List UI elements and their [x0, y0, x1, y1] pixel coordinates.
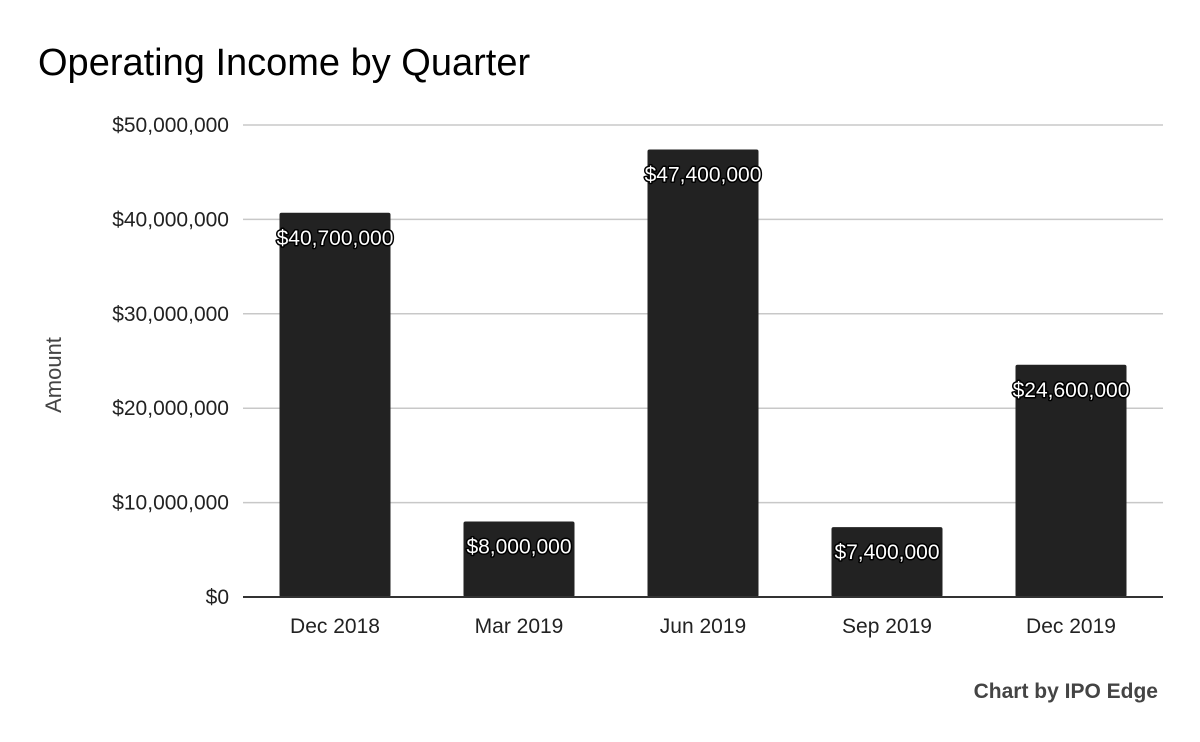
chart-credit: Chart by IPO Edge — [974, 680, 1158, 703]
y-axis-ticks: $0 $10,000,000 $20,000,000 $30,000,000 $40,0… — [112, 114, 229, 609]
x-tick-label: Dec 2018 — [290, 615, 380, 638]
x-tick-label: Dec 2019 — [1026, 615, 1116, 638]
bar — [831, 527, 943, 597]
y-tick-label: $0 — [206, 586, 229, 609]
bar — [647, 149, 759, 597]
y-tick-label: $50,000,000 — [112, 114, 229, 137]
y-tick-label: $10,000,000 — [112, 492, 229, 515]
chart-title: Operating Income by Quarter — [38, 42, 530, 84]
x-tick-label: Jun 2019 — [660, 615, 746, 638]
y-axis-title: Amount — [41, 337, 66, 413]
data-label: $47,400,000 — [645, 164, 762, 187]
bar — [1015, 364, 1127, 597]
data-label: $8,000,000 — [466, 535, 571, 558]
y-tick-label: $20,000,000 — [112, 397, 229, 420]
bar — [463, 521, 575, 597]
x-tick-label: Sep 2019 — [842, 615, 932, 638]
data-label: $7,400,000 — [834, 541, 939, 564]
x-tick-label: Mar 2019 — [475, 615, 564, 638]
bars — [279, 149, 1127, 598]
y-tick-label: $30,000,000 — [112, 303, 229, 326]
x-axis-ticks: Dec 2018 Mar 2019 Jun 2019 Sep 2019 Dec 2019 — [290, 615, 1116, 638]
data-label: $24,600,000 — [1013, 379, 1130, 402]
data-label: $40,700,000 — [277, 227, 394, 250]
bar — [279, 212, 391, 598]
y-tick-label: $40,000,000 — [112, 208, 229, 231]
data-labels: $40,700,000 $8,000,000 $47,400,000 $7,400,0… — [275, 162, 1131, 566]
